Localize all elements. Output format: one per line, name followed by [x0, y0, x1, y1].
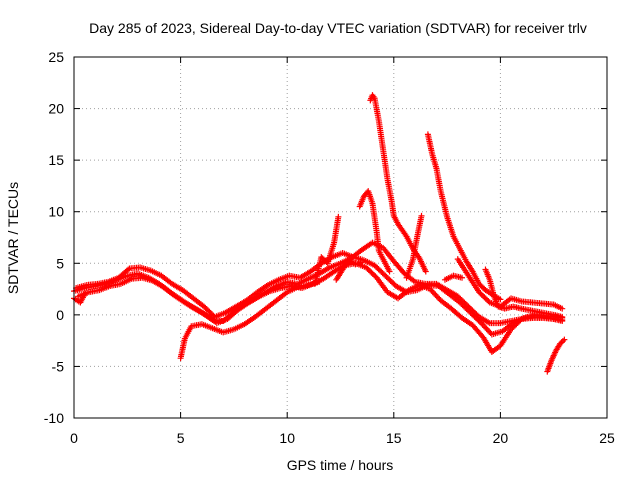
series-track-g [333, 257, 365, 283]
data-point [459, 274, 466, 281]
x-tick-label: 0 [70, 430, 78, 446]
y-tick-label: 10 [48, 204, 64, 220]
data-point [559, 313, 566, 320]
data-point [422, 268, 429, 275]
data-point [81, 291, 88, 298]
y-tick-label: 25 [48, 49, 64, 65]
data-point [386, 268, 393, 275]
plot-frame [73, 56, 608, 419]
x-tick-label: 25 [599, 430, 615, 446]
data-point [125, 266, 132, 273]
y-tick-label: 20 [48, 101, 64, 117]
series-track-k [424, 131, 504, 303]
data-point [335, 213, 342, 220]
data-point [559, 305, 566, 312]
series-track-h [356, 188, 393, 275]
y-tick-label: 5 [56, 255, 64, 271]
y-tick-label: 0 [56, 307, 64, 323]
axis-ticks: 0 5 10 15 20 25 -10 -5 0 5 10 15 20 25 [44, 49, 615, 446]
series-track-j [403, 212, 425, 281]
grid-lines [74, 57, 607, 418]
x-tick-label: 20 [493, 430, 509, 446]
x-axis-label: GPS time / hours [287, 457, 394, 473]
series-track-m [544, 336, 568, 375]
chart-title: Day 285 of 2023, Sidereal Day-to-day VTE… [89, 20, 587, 36]
series-track-n [71, 291, 88, 306]
series-track-f [311, 213, 342, 287]
series-track-d [177, 278, 323, 362]
x-tick-label: 5 [177, 430, 185, 446]
data-point [561, 336, 568, 343]
data-point [476, 318, 483, 325]
x-tick-label: 15 [386, 430, 402, 446]
y-tick-label: -5 [52, 358, 65, 374]
series-track-o [441, 272, 466, 283]
data-point [358, 259, 365, 266]
series-track-l [482, 266, 566, 320]
y-tick-label: -10 [44, 410, 64, 426]
data-point [418, 212, 425, 219]
data-markers [71, 92, 568, 375]
data-point [485, 298, 492, 305]
y-tick-label: 15 [48, 152, 64, 168]
y-axis-label: SDTVAR / TECUs [5, 182, 21, 294]
x-tick-label: 10 [279, 430, 295, 446]
